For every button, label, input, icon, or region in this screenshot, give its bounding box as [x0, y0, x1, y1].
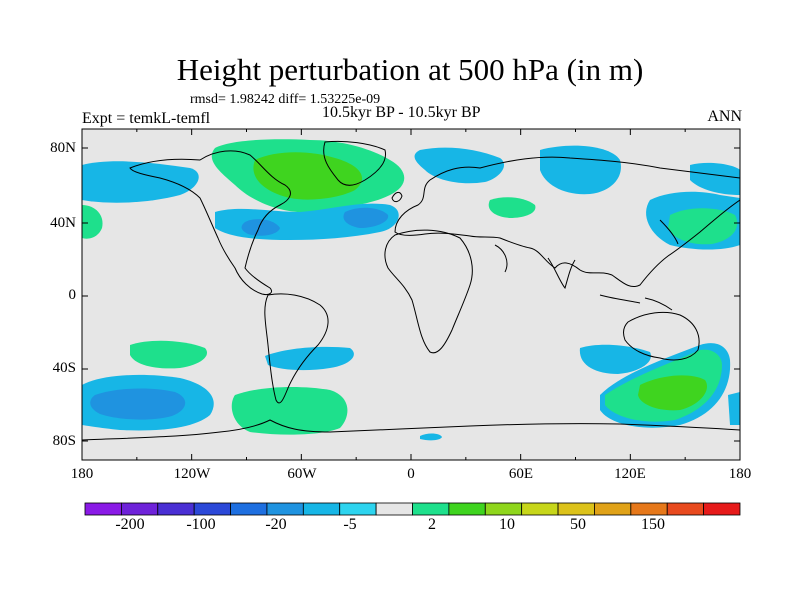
- colorbar-label: -5: [343, 516, 357, 533]
- anomaly-blue-siberia: [414, 147, 505, 184]
- coast-eurasia: [394, 156, 740, 288]
- coastlines: [82, 140, 740, 441]
- colorbar-swatch: [230, 502, 268, 516]
- colorbar-swatch: [157, 502, 195, 516]
- anomaly-midblue-south-pacific: [90, 388, 186, 420]
- anomaly-green-northwest-pacific: [668, 208, 738, 245]
- colorbar-swatch: [557, 502, 595, 516]
- lon-label-0: 0: [407, 466, 415, 482]
- anomaly-blue-south-atlantic: [265, 346, 354, 371]
- rmsd-label: rmsd= 1.98242 diff= 1.53225e-09: [190, 92, 381, 107]
- colorbar-swatch: [412, 502, 450, 516]
- lon-label-180w: 180: [70, 466, 94, 482]
- colorbar-swatch: [630, 502, 668, 516]
- colorbar-swatch: [484, 502, 523, 516]
- anomaly-midgreen-north-america: [253, 152, 363, 200]
- colorbar-label: -200: [115, 516, 145, 533]
- colorbar-swatch: [339, 502, 377, 516]
- colorbar-label: 50: [570, 516, 586, 533]
- colorbar: [84, 502, 741, 516]
- anomaly-green-drake-passage: [231, 387, 348, 435]
- lon-label-60e: 60E: [508, 466, 534, 482]
- colorbar-swatch: [448, 502, 486, 516]
- colorbar-swatch: [521, 502, 559, 516]
- experiment-label: Expt = temkL-temfl: [82, 110, 211, 127]
- anomaly-blue-antarctic-spot: [420, 433, 442, 441]
- coast-australia: [623, 311, 700, 361]
- colorbar-swatch: [84, 502, 122, 516]
- anomaly-blue-indian-ocean: [579, 344, 651, 374]
- lon-label-120w: 120W: [173, 466, 211, 482]
- colorbar-swatch: [266, 502, 304, 516]
- anomaly-green-central-asia: [488, 197, 536, 218]
- anomaly-midblue-labrador: [241, 219, 280, 236]
- coast-japan: [659, 219, 679, 245]
- coast-south-america: [264, 293, 329, 404]
- lat-label-40s: 40S: [52, 360, 76, 376]
- lon-label-60w: 60W: [287, 466, 317, 482]
- lat-label-80n: 80N: [50, 140, 76, 156]
- anomaly-blue-east-edge: [728, 392, 740, 425]
- coast-africa: [384, 229, 473, 354]
- contour-fills: [82, 139, 740, 441]
- colorbar-label: 10: [499, 516, 515, 533]
- axis-ticks: [81, 129, 741, 460]
- anomaly-green-south-pacific: [130, 340, 208, 369]
- coast-north-america: [129, 150, 291, 295]
- colorbar-swatch: [120, 502, 159, 516]
- colorbar-swatch: [302, 502, 341, 516]
- lat-label-0: 0: [68, 287, 77, 303]
- lat-label-40n: 40N: [50, 215, 76, 231]
- lat-label-80s: 80S: [52, 433, 76, 449]
- period-label: 10.5kyr BP - 10.5kyr BP: [322, 104, 481, 121]
- coast-greenland: [323, 140, 387, 186]
- coast-uk: [391, 191, 403, 203]
- anomaly-midgreen-southern-ocean-east: [638, 375, 708, 411]
- coast-arabia-india: [494, 244, 576, 290]
- coast-antarctica: [82, 419, 740, 441]
- colorbar-label: 150: [641, 516, 665, 533]
- anomaly-blue-arctic-east: [690, 162, 740, 195]
- anomaly-blue-north-pacific: [82, 161, 199, 203]
- anomaly-green-west-pacific-edge: [82, 205, 103, 239]
- lon-label-180e: 180: [728, 466, 752, 482]
- colorbar-label: -20: [265, 516, 287, 533]
- colorbar-label: -100: [186, 516, 216, 533]
- colorbar-swatch: [703, 502, 741, 516]
- colorbar-swatch: [193, 502, 231, 516]
- season-label: ANN: [707, 108, 742, 125]
- anomaly-midblue-north-atlantic: [343, 207, 389, 228]
- colorbar-swatch: [594, 502, 632, 516]
- colorbar-label: 2: [428, 516, 436, 533]
- colorbar-swatch: [375, 502, 413, 516]
- colorbar-swatch: [666, 502, 705, 516]
- page-title: Height perturbation at 500 hPa (in m): [176, 52, 644, 87]
- lon-label-120e: 120E: [614, 466, 646, 482]
- coast-indonesia: [599, 294, 673, 311]
